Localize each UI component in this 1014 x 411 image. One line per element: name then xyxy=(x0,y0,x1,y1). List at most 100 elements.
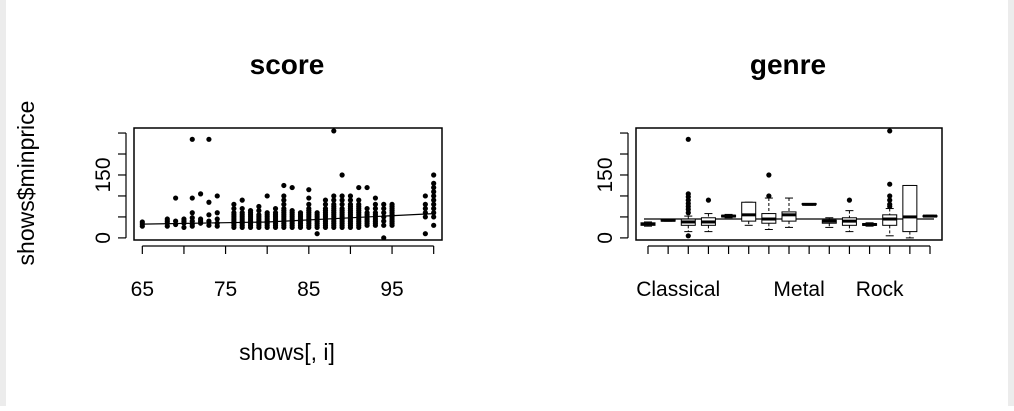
box xyxy=(680,136,696,239)
box-outlier xyxy=(887,181,893,187)
scatter-point xyxy=(281,205,287,212)
scatter-point xyxy=(364,205,370,212)
scatter-point xyxy=(431,205,437,212)
scatter-point xyxy=(306,195,312,201)
y-tick-label: 150 xyxy=(594,157,617,192)
box-outlier xyxy=(846,197,853,203)
box-iqr xyxy=(902,184,918,233)
boxplot-title: genre xyxy=(750,49,826,80)
scatter-point xyxy=(431,214,437,220)
scatter-point xyxy=(231,210,237,216)
x-tick-label: 65 xyxy=(131,278,154,301)
scatter-point xyxy=(422,205,428,212)
box xyxy=(801,202,817,206)
x-tick-label: 95 xyxy=(380,278,403,301)
scatter-point xyxy=(247,208,254,214)
scatter-point xyxy=(364,210,370,216)
box-outlier xyxy=(887,128,893,134)
box-iqr xyxy=(781,211,797,222)
scatter-point xyxy=(281,193,287,199)
y-axis-label: shows$minprice xyxy=(13,101,39,266)
box-outlier xyxy=(887,201,893,207)
scatter-point xyxy=(281,182,287,189)
x-tick-label: 85 xyxy=(297,278,320,301)
scatter-point xyxy=(314,231,320,237)
scatter-point xyxy=(289,184,295,191)
scatter-point xyxy=(347,193,354,199)
scatter-point xyxy=(181,216,187,222)
scatter-point xyxy=(206,222,212,228)
boxplot-plot-box xyxy=(635,127,943,241)
scatter-point xyxy=(297,210,304,216)
box-iqr xyxy=(741,201,757,222)
y-tick-label: 0 xyxy=(92,232,115,244)
scatter-point xyxy=(264,193,270,199)
x-tick-label: Rock xyxy=(856,278,904,301)
scatter-point xyxy=(173,218,179,224)
scatter-point xyxy=(256,212,262,218)
scatter-point xyxy=(214,210,220,216)
scatter-point xyxy=(356,201,362,207)
x-tick-label: Metal xyxy=(773,278,824,301)
x-tick-label: 75 xyxy=(214,278,237,301)
scatter-point xyxy=(381,210,387,216)
scatter-points xyxy=(139,128,437,241)
scatter-point xyxy=(231,201,237,207)
scatter-point xyxy=(331,128,337,134)
scatter-point xyxy=(372,201,379,207)
scatter-point xyxy=(347,197,354,203)
scatter-point xyxy=(164,216,170,222)
x-tick-label: Classical xyxy=(636,278,720,301)
scatter-point xyxy=(256,203,262,210)
scatter-panel: score shows$minprice shows[, i] 0 150 65 7… xyxy=(13,49,443,365)
scatter-point xyxy=(322,197,329,203)
box xyxy=(660,218,676,222)
scatter-point xyxy=(306,205,312,212)
scatter-point xyxy=(214,193,220,199)
scatter-title: score xyxy=(250,49,325,80)
y-tick-label: 0 xyxy=(594,232,617,244)
box xyxy=(922,214,938,218)
scatter-point xyxy=(431,193,437,199)
box-outlier xyxy=(887,193,893,199)
scatter-point xyxy=(322,201,329,207)
boxplot-boxes xyxy=(640,128,938,239)
box-outlier xyxy=(685,233,691,239)
scatter-point xyxy=(306,187,312,193)
scatter-point xyxy=(339,205,345,212)
scatter-point xyxy=(189,210,195,216)
scatter-point xyxy=(256,208,262,214)
scatter-point xyxy=(239,205,245,212)
figure-canvas: score shows$minprice shows[, i] 0 150 65 7… xyxy=(13,49,943,365)
scatter-point xyxy=(339,197,345,203)
scatter-x-axis: 65 75 85 95 xyxy=(131,245,435,301)
boxplot-x-axis: Classical Metal Rock xyxy=(636,245,931,301)
box xyxy=(700,197,716,233)
scatter-point xyxy=(381,222,387,228)
box xyxy=(882,128,898,237)
box xyxy=(640,221,656,227)
scatter-point xyxy=(431,197,437,203)
box-outlier xyxy=(766,172,772,178)
y-tick-label: 150 xyxy=(92,157,115,192)
box xyxy=(841,197,857,233)
scatter-point xyxy=(289,208,295,214)
box-outlier xyxy=(705,197,712,203)
scatter-point xyxy=(181,224,187,231)
scatter-point xyxy=(422,193,428,199)
box xyxy=(761,172,777,231)
scatter-point xyxy=(189,195,195,201)
scatter-point xyxy=(339,193,345,199)
scatter-point xyxy=(347,201,354,207)
box xyxy=(821,217,837,228)
scatter-point xyxy=(189,215,195,221)
scatter-point xyxy=(431,189,437,195)
scatter-plot-box xyxy=(133,127,443,241)
box-outlier xyxy=(766,193,772,199)
scatter-point xyxy=(356,197,362,203)
scatter-point xyxy=(281,197,287,203)
scatter-point xyxy=(206,136,212,142)
scatter-point xyxy=(214,216,220,222)
scatter-point xyxy=(306,201,312,207)
